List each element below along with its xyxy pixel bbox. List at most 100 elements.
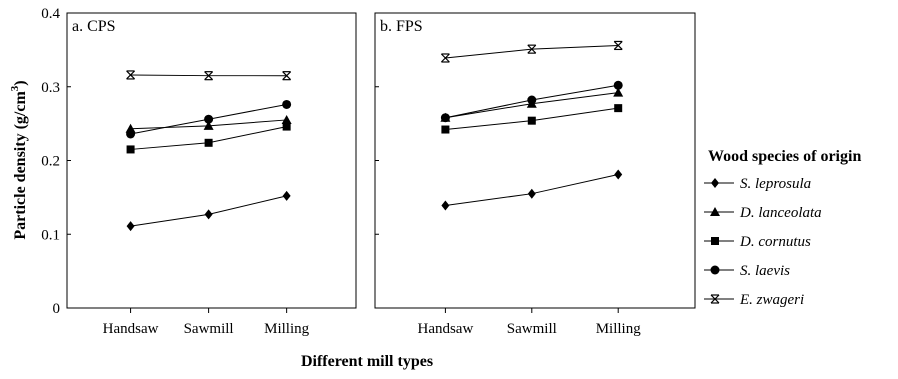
panel-b-fps-series-d-cornutus-point-shape (527, 116, 536, 125)
panel-a-cps-series-d-cornutus (126, 122, 291, 154)
panel-b-fps-series-d-cornutus-point-shape (614, 104, 623, 113)
panel-b-fps-series-e-zwageri-point-stroke-2 (527, 44, 537, 54)
legend-entry-s-laevis: S. laevis (704, 263, 790, 279)
panel-a-cps-series-d-lanceolata-point-shape (281, 114, 292, 124)
x-tick-label: Handsaw (103, 321, 159, 337)
legend-entry-e-zwageri: E. zwageri (704, 292, 804, 308)
legend-entry-d-lanceolata: D. lanceolata (704, 205, 822, 221)
panel-b-fps-series-s-laevis-point-shape (440, 113, 450, 123)
panel-b-fps-series-s-leprosula-point (527, 188, 536, 199)
legend-entry-e-zwageri-marker-stroke-2 (710, 294, 720, 304)
x-tick-label: Milling (264, 321, 310, 337)
legend-entry-s-laevis-marker (710, 265, 720, 275)
panel-b-fps-label: b. FPS (380, 18, 423, 35)
legend-entry-e-zwageri-marker (710, 294, 720, 304)
panel-b-fps-series-e-zwageri-point-stroke-2 (613, 41, 623, 50)
panel-b-fps-series-d-lanceolata-point (613, 87, 624, 97)
panel-a-cps-series-s-laevis-point (282, 99, 292, 109)
panel-a-cps-series-s-laevis-point (204, 114, 214, 124)
panel-b-fps-series-s-laevis-point (613, 80, 623, 90)
panel-b-fps-series-s-laevis-point-shape (527, 95, 537, 105)
panel-b-fps-series-s-leprosula-point (614, 169, 623, 180)
panel-b-fps-series-s-laevis-point-shape (613, 80, 623, 90)
panel-b-fps-series-e-zwageri-point (440, 53, 450, 63)
panel-b-fps-series-e-zwageri (440, 40, 623, 63)
legend-entry-d-cornutus-label: D. cornutus (739, 234, 811, 250)
legend-entry-e-zwageri-label: E. zwageri (739, 292, 804, 308)
panel-b-fps-series-s-leprosula (441, 169, 623, 211)
panel-b-fps-series-e-zwageri-point (527, 44, 537, 54)
panel-a-cps: a. CPS 0 0.1 0.2 0.3 0.4 Handsaw Sawmill Milling (41, 6, 357, 337)
legend-entry-d-cornutus: D. cornutus (704, 234, 811, 250)
panel-a-cps-series-s-leprosula-point-shape (282, 190, 291, 201)
panel-a-cps-series-s-leprosula-point (126, 221, 135, 232)
panel-b-fps-series-d-lanceolata-point-shape (613, 87, 624, 97)
legend-entry-s-leprosula-label: S. leprosula (740, 176, 811, 192)
panel-a-cps-series-d-cornutus-point (126, 145, 135, 154)
panel-a-cps-series-d-lanceolata-point (281, 114, 292, 124)
y-axis-title: Particle density (g/cm3) (9, 80, 29, 239)
panel-a-cps-series-d-cornutus-point (204, 138, 213, 147)
legend-entry-d-lanceolata-marker-shape (710, 207, 720, 216)
panel-a-cps-series-s-leprosula-point (282, 190, 291, 201)
y-tick-label: 0 (53, 301, 61, 317)
legend-entry-s-leprosula-marker (711, 178, 719, 188)
panel-a-cps-series-e-zwageri-point-stroke-2 (204, 71, 214, 81)
legend-entry-d-cornutus-marker-shape (711, 237, 719, 245)
panel-a-cps-series-s-laevis-point-shape (282, 99, 292, 109)
panel-b-fps-series-s-leprosula-point-shape (614, 169, 623, 180)
panel-a-cps-series-e-zwageri-point-stroke-2 (126, 70, 136, 80)
legend-entry-d-lanceolata-label: D. lanceolata (739, 205, 822, 221)
y-axis-title-main: Particle density (g/cm (12, 91, 29, 240)
panel-b-fps-series-s-leprosula-point-shape (527, 188, 536, 199)
x-tick-label: Sawmill (184, 321, 234, 337)
panel-b-fps-frame (374, 12, 696, 309)
y-axis-title-close: ) (12, 80, 29, 85)
chart-panels: a. CPS 0 0.1 0.2 0.3 0.4 Handsaw Sawmill Milling… (41, 6, 696, 337)
x-tick-label: Milling (596, 321, 642, 337)
panel-b-fps-series-s-laevis-point (527, 95, 537, 105)
panel-b-fps-series-s-laevis (440, 80, 623, 123)
panel-a-cps-series-s-leprosula (126, 190, 291, 232)
panel-b-fps-series-d-cornutus-point (441, 125, 450, 134)
panel-b-fps-series-d-cornutus-point (527, 116, 536, 125)
x-tick-label: Sawmill (507, 321, 557, 337)
panel-b-fps-series-d-cornutus (441, 104, 623, 134)
x-axis-title: Different mill types (301, 353, 433, 370)
legend: Wood species of origin S. leprosula D. la… (704, 148, 861, 308)
panel-a-cps-series-d-cornutus-point-shape (282, 122, 291, 131)
panel-a-cps-series-e-zwageri-point (282, 71, 292, 81)
panel-a-cps-series-s-leprosula-point (204, 209, 213, 220)
legend-entry-s-laevis-label: S. laevis (740, 263, 790, 279)
panel-a-cps-series-s-laevis-point-shape (204, 114, 214, 124)
panel-a-cps-series-e-zwageri (126, 70, 292, 81)
legend-entry-s-laevis-marker-shape (710, 265, 720, 275)
panel-a-cps-series-s-laevis-point-shape (126, 129, 136, 139)
panel-b-fps-series-d-cornutus-point-shape (441, 125, 450, 134)
panel-a-cps-series-s-leprosula-point-shape (204, 209, 213, 220)
panel-a-cps-series-d-cornutus-point-shape (126, 145, 135, 154)
legend-entry-s-leprosula-marker-shape (711, 178, 719, 188)
panel-b-fps-series-s-leprosula-point-shape (441, 200, 450, 211)
panel-a-cps-series-d-cornutus-point (282, 122, 291, 131)
legend-entry-s-leprosula: S. leprosula (704, 176, 811, 192)
y-tick-label: 0.2 (41, 154, 60, 170)
panel-a-cps-label: a. CPS (72, 18, 116, 35)
panel-b-fps-series-e-zwageri-point-stroke-2 (440, 53, 450, 63)
panel-b-fps-series-e-zwageri-point (613, 40, 623, 51)
panel-b-fps: b. FPS Handsaw Sawmill Milling (374, 12, 696, 337)
panel-b-fps-series-s-laevis-point (440, 113, 450, 123)
legend-entry-d-cornutus-marker (711, 237, 719, 245)
panel-a-cps-series-s-laevis (126, 99, 292, 139)
y-tick-label: 0.4 (41, 6, 60, 22)
x-tick-label: Handsaw (417, 321, 473, 337)
panel-a-cps-series-d-cornutus-point-shape (204, 138, 213, 147)
panel-a-cps-series-d-lanceolata-point-shape (203, 120, 214, 130)
panel-a-cps-series-d-lanceolata-point (203, 120, 214, 130)
panel-a-cps-series-e-zwageri-point (204, 71, 214, 81)
panel-a-cps-series-s-laevis-point (126, 129, 136, 139)
panel-a-cps-series-s-leprosula-point-shape (126, 221, 135, 232)
y-tick-label: 0.3 (41, 80, 60, 96)
panel-b-fps-series-d-cornutus-point (614, 104, 623, 113)
